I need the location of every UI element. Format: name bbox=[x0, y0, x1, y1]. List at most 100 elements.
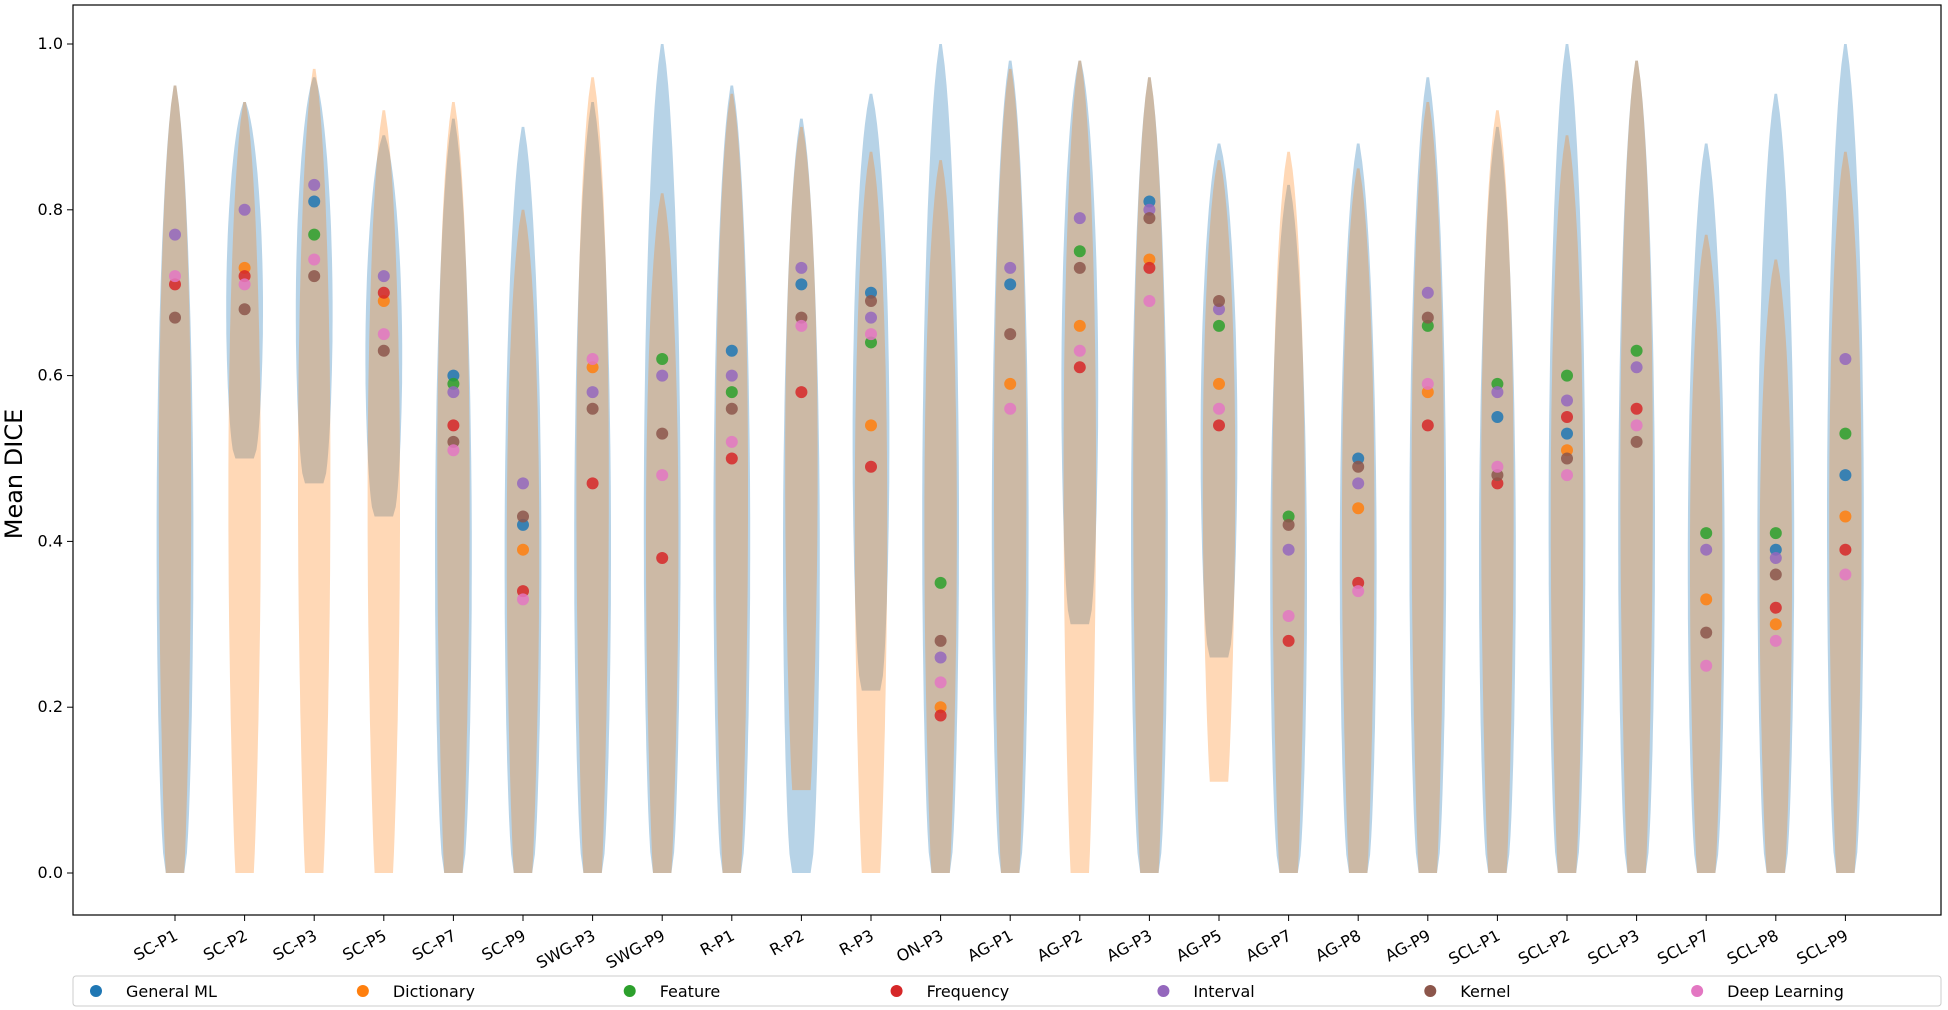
point-general-ml-scl-p2 bbox=[1561, 427, 1573, 440]
point-interval-ag-p1 bbox=[1004, 261, 1017, 274]
point-interval-swg-p9 bbox=[656, 369, 669, 382]
point-frequency-ag-p8 bbox=[1352, 576, 1365, 589]
violin-orange-on-p3 bbox=[924, 160, 957, 874]
legend-label-kernel: Kernel bbox=[1460, 982, 1510, 1001]
point-feature-ag-p9 bbox=[1421, 319, 1434, 332]
legend-marker-deep-learning bbox=[1691, 985, 1704, 997]
x-tick-label: AG-P7 bbox=[1243, 926, 1295, 966]
violin-orange-swg-p3 bbox=[576, 77, 609, 873]
point-kernel-scl-p3 bbox=[1630, 435, 1643, 448]
point-interval-r-p3 bbox=[865, 311, 877, 324]
point-interval-swg-p3 bbox=[586, 386, 599, 399]
violin-blue-on-p3 bbox=[922, 44, 959, 873]
x-tick-label: AG-P5 bbox=[1173, 926, 1225, 966]
y-tick-label: 1.0 bbox=[38, 34, 63, 53]
violin-blue-r-p1 bbox=[713, 85, 751, 873]
x-tick-label: R-P1 bbox=[697, 926, 738, 960]
violin-blue-sc-p9 bbox=[504, 126, 542, 873]
x-tick-label: SCL-P3 bbox=[1584, 926, 1642, 969]
point-interval-scl-p3 bbox=[1630, 361, 1643, 374]
point-kernel-ag-p7 bbox=[1282, 518, 1295, 531]
violin-orange-sc-p1 bbox=[158, 85, 192, 873]
point-dictionary-sc-p2 bbox=[238, 261, 251, 274]
point-dictionary-ag-p8 bbox=[1352, 502, 1365, 515]
point-frequency-ag-p7 bbox=[1282, 634, 1295, 647]
violin-orange-sc-p5 bbox=[367, 110, 400, 874]
point-dictionary-swg-p3 bbox=[586, 361, 599, 374]
legend-marker-dictionary bbox=[356, 985, 369, 997]
point-frequency-swg-p9 bbox=[656, 551, 669, 564]
violin-orange-ag-p9 bbox=[1411, 102, 1444, 873]
point-general-ml-sc-p7 bbox=[447, 369, 460, 382]
point-interval-on-p3 bbox=[934, 651, 947, 664]
x-tick-label: AG-P1 bbox=[964, 926, 1016, 966]
point-deep-learning-sc-p9 bbox=[517, 593, 529, 606]
point-kernel-scl-p7 bbox=[1700, 626, 1713, 639]
point-kernel-scl-p2 bbox=[1561, 452, 1573, 465]
point-general-ml-scl-p9 bbox=[1839, 469, 1852, 482]
violin-orange-ag-p2 bbox=[1063, 60, 1096, 874]
point-frequency-on-p3 bbox=[934, 709, 947, 722]
point-general-ml-scl-p8 bbox=[1769, 543, 1782, 556]
point-deep-learning-ag-p9 bbox=[1421, 377, 1434, 390]
point-dictionary-scl-p9 bbox=[1839, 510, 1852, 523]
point-interval-scl-p8 bbox=[1769, 551, 1782, 564]
point-frequency-ag-p3 bbox=[1143, 261, 1156, 274]
violin-blue-sc-p5 bbox=[365, 135, 403, 517]
point-frequency-sc-p1 bbox=[169, 278, 181, 291]
violin-orange-sc-p3 bbox=[298, 68, 331, 873]
violin-orange-scl-p2 bbox=[1550, 135, 1584, 873]
point-deep-learning-r-p3 bbox=[865, 328, 877, 341]
point-deep-learning-sc-p3 bbox=[308, 253, 321, 266]
violin-orange-scl-p3 bbox=[1620, 60, 1653, 874]
point-feature-scl-p3 bbox=[1630, 344, 1643, 357]
point-dictionary-sc-p9 bbox=[517, 543, 529, 556]
point-kernel-ag-p3 bbox=[1143, 212, 1156, 225]
point-deep-learning-ag-p2 bbox=[1073, 344, 1086, 357]
x-tick-label: SC-P2 bbox=[200, 926, 250, 965]
point-kernel-ag-p1 bbox=[1004, 328, 1017, 341]
x-tick-label: AG-P2 bbox=[1034, 926, 1086, 966]
point-interval-sc-p1 bbox=[169, 228, 181, 241]
violin-blue-ag-p5 bbox=[1200, 143, 1238, 658]
point-general-ml-sc-p3 bbox=[308, 195, 321, 208]
legend-label-general-ml: General ML bbox=[126, 982, 217, 1001]
point-general-ml-r-p3 bbox=[865, 286, 877, 299]
point-frequency-ag-p2 bbox=[1073, 361, 1086, 374]
violin-blue-scl-p7 bbox=[1687, 143, 1725, 873]
point-deep-learning-swg-p9 bbox=[656, 469, 669, 482]
violin-orange-r-p2 bbox=[785, 126, 818, 791]
point-feature-scl-p8 bbox=[1769, 527, 1782, 540]
point-interval-scl-p1 bbox=[1491, 386, 1504, 399]
point-deep-learning-ag-p7 bbox=[1282, 610, 1295, 623]
x-tick-label: SWG-P3 bbox=[533, 926, 598, 973]
point-general-ml-r-p2 bbox=[795, 278, 808, 291]
point-deep-learning-ag-p3 bbox=[1143, 294, 1156, 307]
point-feature-swg-p9 bbox=[656, 353, 669, 366]
point-dictionary-on-p3 bbox=[934, 701, 947, 714]
x-axis: SC-P1 SC-P2 SC-P3 SC-P5 SC-P7 SC-P9 SWG-P3 SWG-… bbox=[131, 915, 1851, 973]
point-general-ml-sc-p9 bbox=[517, 518, 529, 531]
point-feature-ag-p2 bbox=[1073, 245, 1086, 258]
point-general-ml-r-p1 bbox=[725, 344, 738, 357]
x-tick-label: AG-P3 bbox=[1103, 926, 1155, 966]
x-tick-label: SC-P7 bbox=[409, 926, 459, 965]
violin-blue-ag-p3 bbox=[1131, 77, 1168, 873]
legend-label-feature: Feature bbox=[660, 982, 720, 1001]
x-tick-label: AG-P8 bbox=[1312, 926, 1364, 966]
point-frequency-scl-p8 bbox=[1769, 601, 1782, 614]
x-tick-label: SC-P9 bbox=[479, 926, 529, 965]
point-feature-ag-p7 bbox=[1282, 510, 1295, 523]
point-dictionary-scl-p2 bbox=[1561, 444, 1573, 457]
point-frequency-r-p2 bbox=[795, 386, 808, 399]
plot-frame bbox=[72, 4, 1942, 916]
x-tick-label: R-P3 bbox=[836, 926, 877, 960]
legend-marker-interval bbox=[1157, 985, 1170, 997]
point-kernel-ag-p5 bbox=[1213, 294, 1225, 307]
point-deep-learning-r-p2 bbox=[795, 319, 808, 332]
point-kernel-ag-p8 bbox=[1352, 460, 1365, 473]
violin-blue-sc-p7 bbox=[435, 118, 472, 874]
point-deep-learning-ag-p8 bbox=[1352, 585, 1365, 598]
y-axis-label: Mean DICE bbox=[0, 409, 28, 540]
